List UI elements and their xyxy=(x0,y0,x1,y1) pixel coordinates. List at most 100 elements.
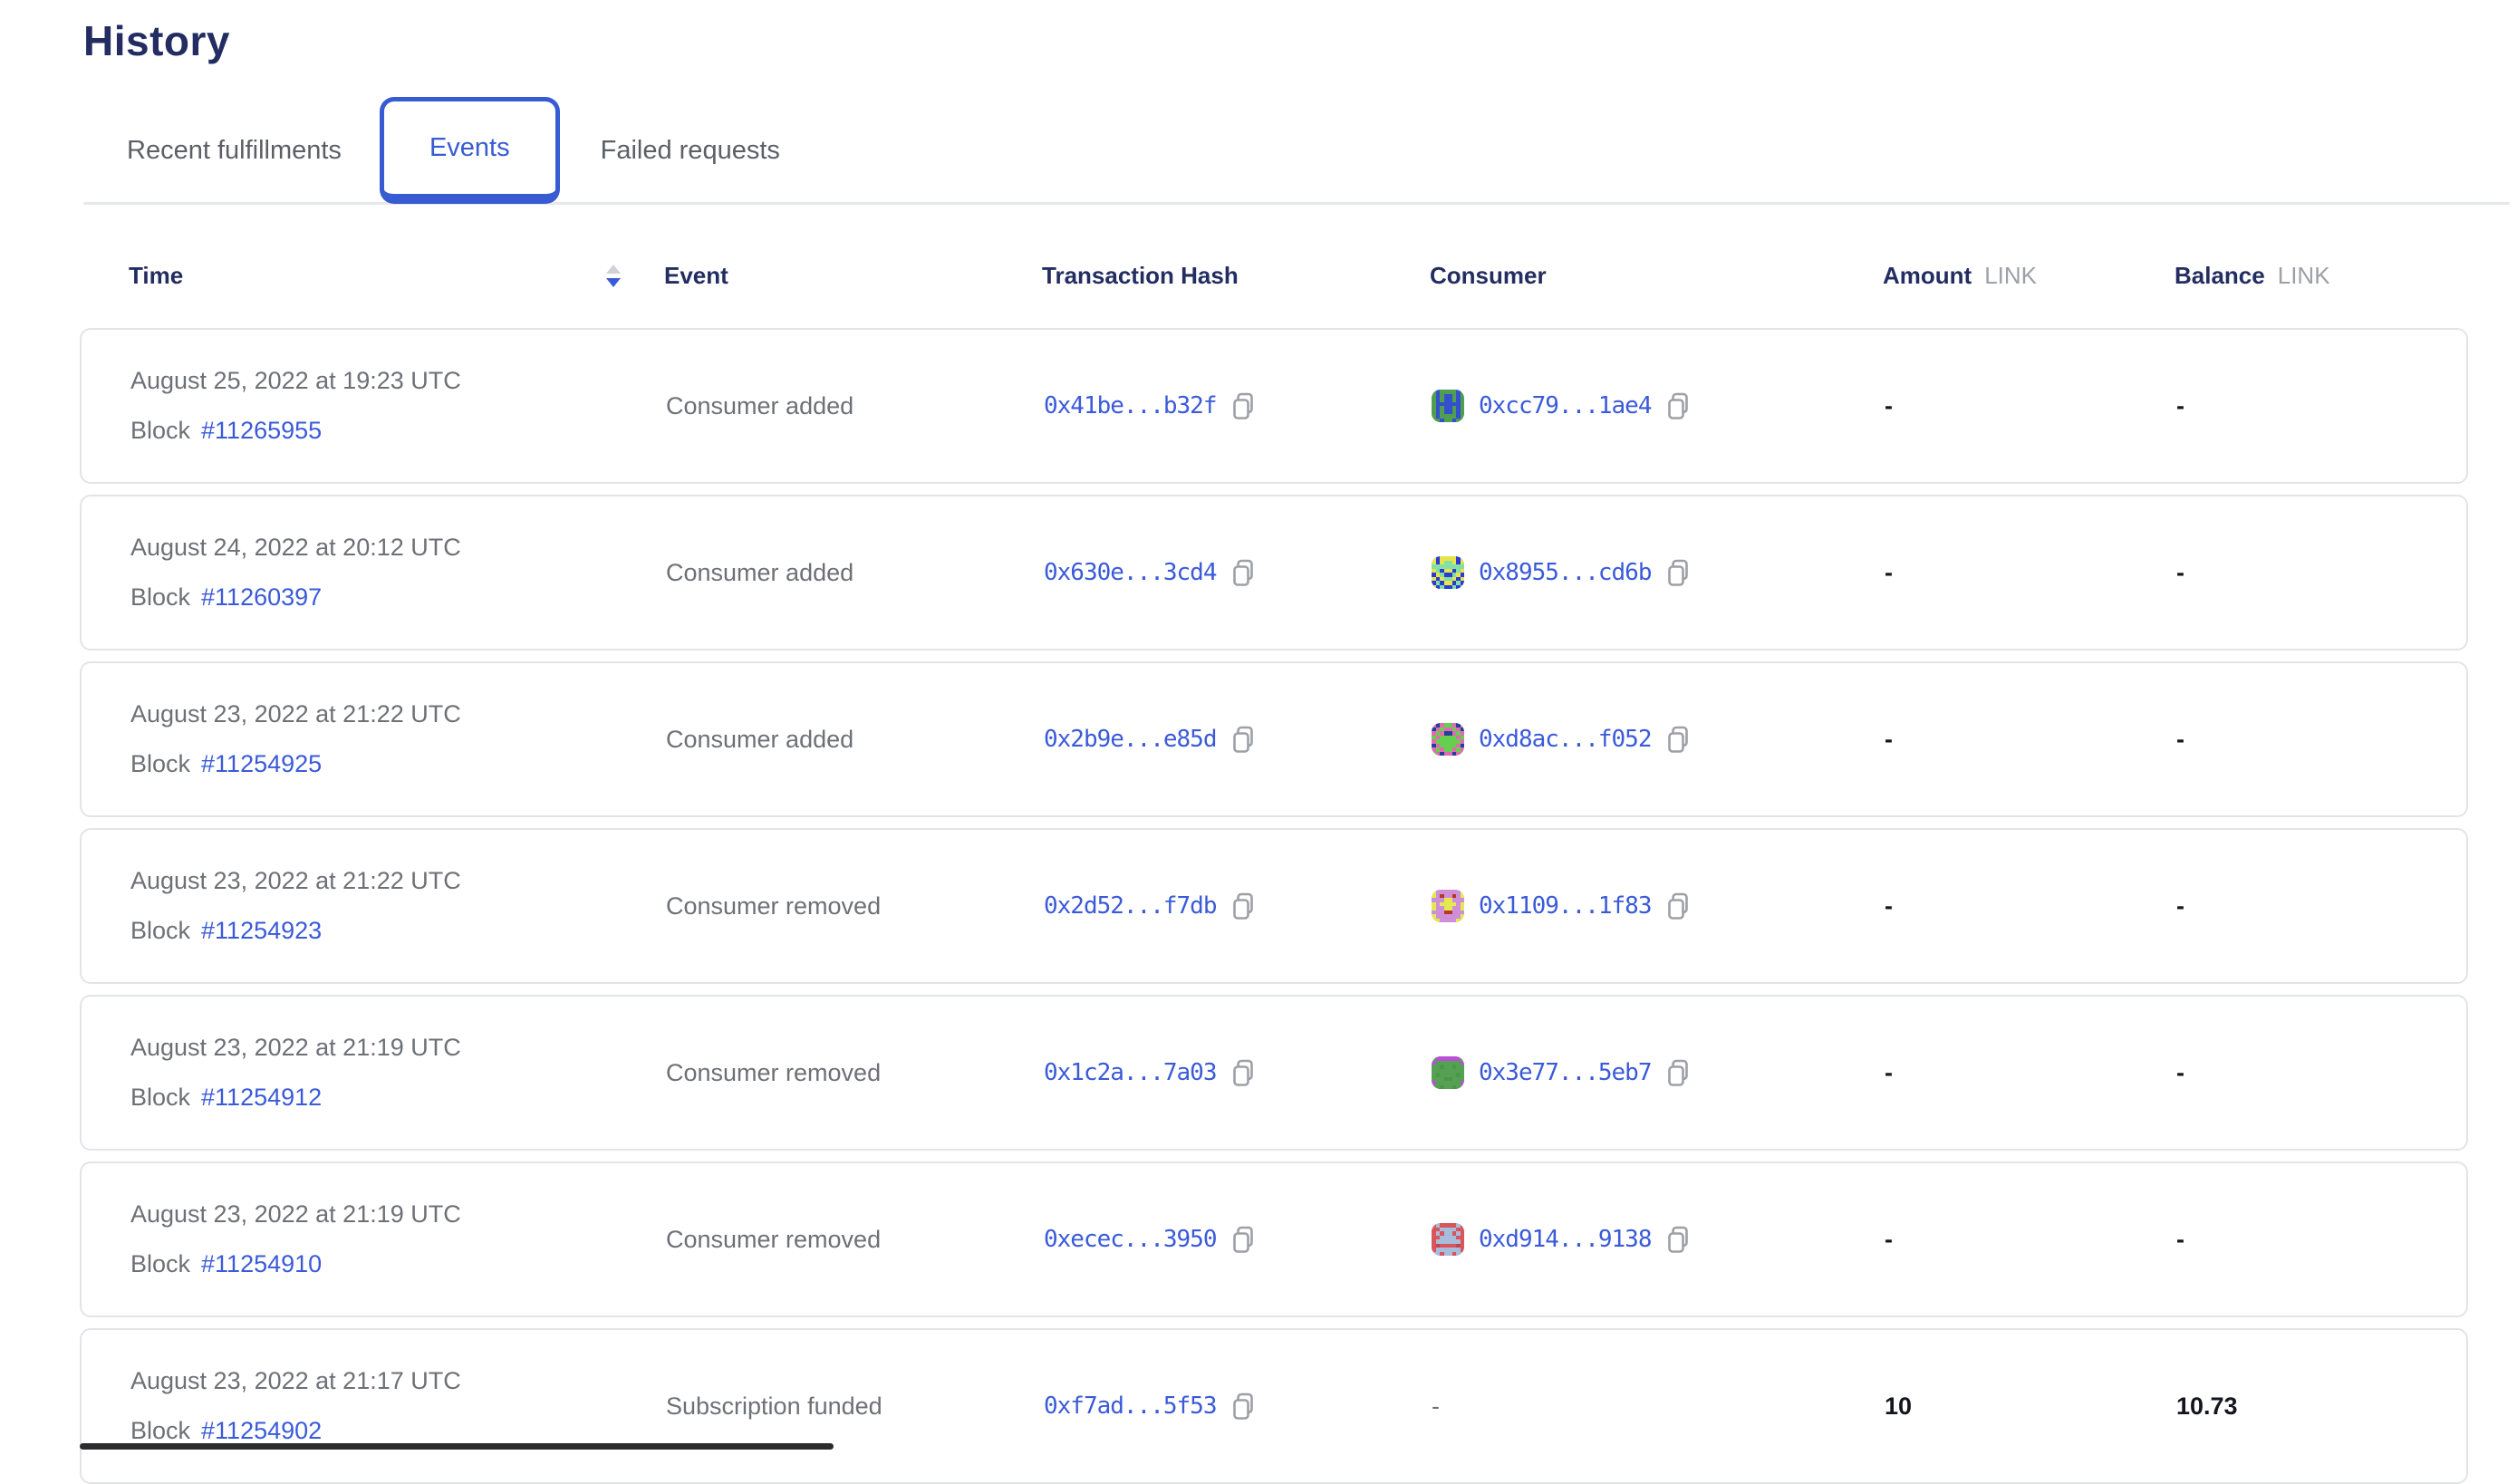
consumer-empty-value: - xyxy=(1432,1392,1440,1420)
horizontal-scrollbar-thumb[interactable] xyxy=(80,1443,834,1450)
event-timestamp: August 24, 2022 at 20:12 UTC xyxy=(130,533,461,561)
amount-value: - xyxy=(1885,891,1893,920)
block-number-link[interactable]: #11254912 xyxy=(201,1084,323,1111)
time-cell: August 23, 2022 at 21:22 UTC Block #112549… xyxy=(130,700,666,778)
transaction-hash-link[interactable]: 0x2b9e...e85d xyxy=(1044,726,1217,753)
transaction-hash-cell: 0x41be...b32f xyxy=(1044,392,1432,420)
copy-icon[interactable] xyxy=(1231,726,1255,754)
copy-icon[interactable] xyxy=(1231,892,1255,920)
block-line: Block #11254923 xyxy=(130,917,666,945)
column-header-balance-label: Balance xyxy=(2175,261,2265,289)
balance-value: - xyxy=(2176,1225,2184,1253)
copy-icon[interactable] xyxy=(1666,559,1690,587)
transaction-hash-link[interactable]: 0x1c2a...7a03 xyxy=(1044,1059,1217,1086)
event-timestamp: August 25, 2022 at 19:23 UTC xyxy=(130,366,461,394)
column-header-balance: Balance LINK xyxy=(2175,262,2468,290)
event-row: August 25, 2022 at 19:23 UTC Block #112659… xyxy=(80,328,2468,484)
time-cell: August 25, 2022 at 19:23 UTC Block #112659… xyxy=(130,367,666,445)
tab-label: Recent fulfillments xyxy=(127,135,342,165)
time-cell: August 23, 2022 at 21:17 UTC Block #112549… xyxy=(130,1367,666,1445)
copy-icon[interactable] xyxy=(1666,1226,1690,1254)
column-header-amount: Amount LINK xyxy=(1883,262,2175,290)
block-line: Block #11265955 xyxy=(130,417,666,445)
sort-descending-icon xyxy=(606,277,621,287)
consumer-address-link[interactable]: 0x3e77...5eb7 xyxy=(1479,1059,1652,1086)
consumer-address-link[interactable]: 0x8955...cd6b xyxy=(1479,559,1652,586)
transaction-hash-cell: 0xecec...3950 xyxy=(1044,1226,1432,1254)
copy-icon[interactable] xyxy=(1231,559,1255,587)
balance-value: - xyxy=(2176,391,2184,419)
sort-indicator[interactable] xyxy=(606,264,621,287)
block-label: Block xyxy=(130,917,191,944)
consumer-cell: 0x1109...1f83 xyxy=(1432,890,1885,922)
block-label: Block xyxy=(130,1084,191,1111)
transaction-hash-cell: 0xf7ad...5f53 xyxy=(1044,1392,1432,1421)
consumer-address-link[interactable]: 0xd8ac...f052 xyxy=(1479,726,1652,753)
consumer-cell: 0x8955...cd6b xyxy=(1432,556,1885,589)
tab-events[interactable]: Events xyxy=(379,97,560,204)
copy-icon[interactable] xyxy=(1231,1226,1255,1254)
block-number-link[interactable]: #11254923 xyxy=(201,917,323,944)
tab-label: Events xyxy=(429,132,510,162)
column-header-event: Event xyxy=(664,262,1042,290)
consumer-identicon xyxy=(1432,390,1464,422)
event-row: August 23, 2022 at 21:22 UTC Block #112549… xyxy=(80,828,2468,984)
transaction-hash-link[interactable]: 0x630e...3cd4 xyxy=(1044,559,1217,586)
event-timestamp: August 23, 2022 at 21:19 UTC xyxy=(130,1200,461,1228)
copy-icon[interactable] xyxy=(1231,1392,1255,1421)
transaction-hash-link[interactable]: 0xecec...3950 xyxy=(1044,1226,1217,1253)
copy-icon[interactable] xyxy=(1231,392,1255,420)
block-label: Block xyxy=(130,1417,191,1444)
consumer-identicon xyxy=(1432,723,1464,756)
tab-bar-divider xyxy=(83,202,2510,205)
copy-icon[interactable] xyxy=(1666,1059,1690,1087)
event-timestamp: August 23, 2022 at 21:19 UTC xyxy=(130,1033,461,1061)
history-page: History Recent fulfillments Events Failed … xyxy=(80,17,2510,1484)
block-number-link[interactable]: #11254910 xyxy=(201,1250,323,1277)
consumer-address-link[interactable]: 0xd914...9138 xyxy=(1479,1226,1652,1253)
amount-value: - xyxy=(1885,725,1893,753)
event-type: Consumer removed xyxy=(666,891,882,920)
column-header-event-label: Event xyxy=(664,261,728,289)
event-timestamp: August 23, 2022 at 21:17 UTC xyxy=(130,1366,461,1394)
event-row: August 23, 2022 at 21:19 UTC Block #112549… xyxy=(80,995,2468,1151)
event-type: Subscription funded xyxy=(666,1392,882,1420)
copy-icon[interactable] xyxy=(1666,392,1690,420)
amount-value: - xyxy=(1885,1225,1893,1253)
copy-icon[interactable] xyxy=(1666,726,1690,754)
block-number-link[interactable]: #11265955 xyxy=(201,417,323,444)
tab-failed-requests[interactable]: Failed requests xyxy=(560,136,780,166)
block-label: Block xyxy=(130,750,191,777)
amount-value: - xyxy=(1885,1058,1893,1086)
column-header-time[interactable]: Time xyxy=(129,262,664,290)
transaction-hash-cell: 0x1c2a...7a03 xyxy=(1044,1059,1432,1087)
transaction-hash-link[interactable]: 0xf7ad...5f53 xyxy=(1044,1392,1217,1420)
block-number-link[interactable]: #11260397 xyxy=(201,583,323,611)
transaction-hash-link[interactable]: 0x2d52...f7db xyxy=(1044,892,1217,920)
balance-value: 10.73 xyxy=(2176,1392,2238,1420)
block-label: Block xyxy=(130,1250,191,1277)
consumer-identicon xyxy=(1432,890,1464,922)
block-label: Block xyxy=(130,417,191,444)
consumer-address-link[interactable]: 0x1109...1f83 xyxy=(1479,892,1652,920)
copy-icon[interactable] xyxy=(1666,892,1690,920)
block-line: Block #11254910 xyxy=(130,1250,666,1278)
consumer-identicon xyxy=(1432,1223,1464,1256)
event-row: August 23, 2022 at 21:22 UTC Block #112549… xyxy=(80,661,2468,817)
balance-value: - xyxy=(2176,558,2184,586)
consumer-cell: 0xcc79...1ae4 xyxy=(1432,390,1885,422)
consumer-address-link[interactable]: 0xcc79...1ae4 xyxy=(1479,392,1652,419)
consumer-cell: 0x3e77...5eb7 xyxy=(1432,1056,1885,1089)
event-type: Consumer added xyxy=(666,725,854,753)
event-type: Consumer added xyxy=(666,558,854,586)
tab-recent-fulfillments[interactable]: Recent fulfillments xyxy=(83,136,380,166)
block-number-link[interactable]: #11254902 xyxy=(201,1417,323,1444)
copy-icon[interactable] xyxy=(1231,1059,1255,1087)
block-line: Block #11254925 xyxy=(130,750,666,778)
block-number-link[interactable]: #11254925 xyxy=(201,750,323,777)
column-header-balance-unit: LINK xyxy=(2277,261,2330,289)
amount-value: - xyxy=(1885,558,1893,586)
column-header-consumer-label: Consumer xyxy=(1430,261,1547,289)
page-title: History xyxy=(83,17,230,64)
transaction-hash-link[interactable]: 0x41be...b32f xyxy=(1044,392,1217,419)
